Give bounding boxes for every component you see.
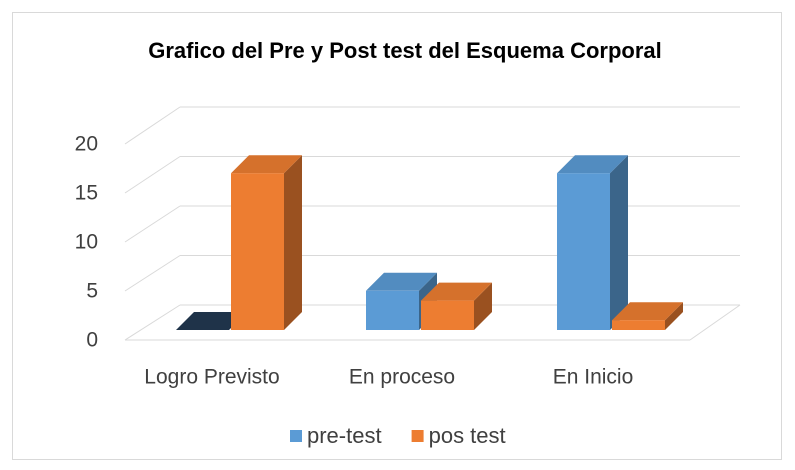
bar-top [421, 282, 492, 301]
chart-title: Grafico del Pre y Post test del Esquema … [148, 38, 662, 63]
y-tick-label: 5 [86, 280, 98, 303]
bar-front [557, 173, 610, 330]
legend-swatch [411, 430, 424, 442]
x-tick-label: En proceso [349, 366, 455, 389]
bar [421, 282, 492, 330]
bar-top [231, 155, 302, 174]
y-tick-label: 0 [86, 329, 98, 352]
bar-front [366, 290, 419, 330]
y-tick-label: 20 [75, 133, 98, 156]
bar-front [612, 320, 665, 330]
grid-line-side [124, 255, 181, 292]
grid-line-side [124, 304, 181, 341]
bar [557, 155, 628, 330]
bar-top [557, 155, 628, 174]
bar-top [612, 302, 683, 321]
grid-line-side [124, 205, 181, 243]
grid-line-side [124, 106, 181, 145]
bar [231, 155, 302, 330]
bar-top [366, 272, 437, 291]
y-tick-label: 15 [75, 182, 98, 205]
floor-right [689, 304, 741, 341]
bar [176, 312, 247, 330]
chart-frame [12, 12, 782, 460]
bar-front [231, 173, 284, 330]
x-tick-label: En Inicio [553, 366, 634, 389]
bar-side [610, 155, 628, 330]
legend-swatch [290, 430, 302, 442]
bar [612, 302, 683, 330]
bar-side [665, 302, 683, 330]
x-tick-label: Logro Previsto [144, 366, 279, 389]
bar-side [474, 282, 492, 330]
y-tick-label: 10 [75, 231, 98, 254]
bar-top [176, 312, 247, 330]
grid-line-side [124, 156, 181, 194]
legend-label: pos test [429, 423, 506, 448]
bar-side [284, 155, 302, 330]
legend-label: pre-test [307, 423, 382, 448]
bar-front [421, 300, 474, 330]
